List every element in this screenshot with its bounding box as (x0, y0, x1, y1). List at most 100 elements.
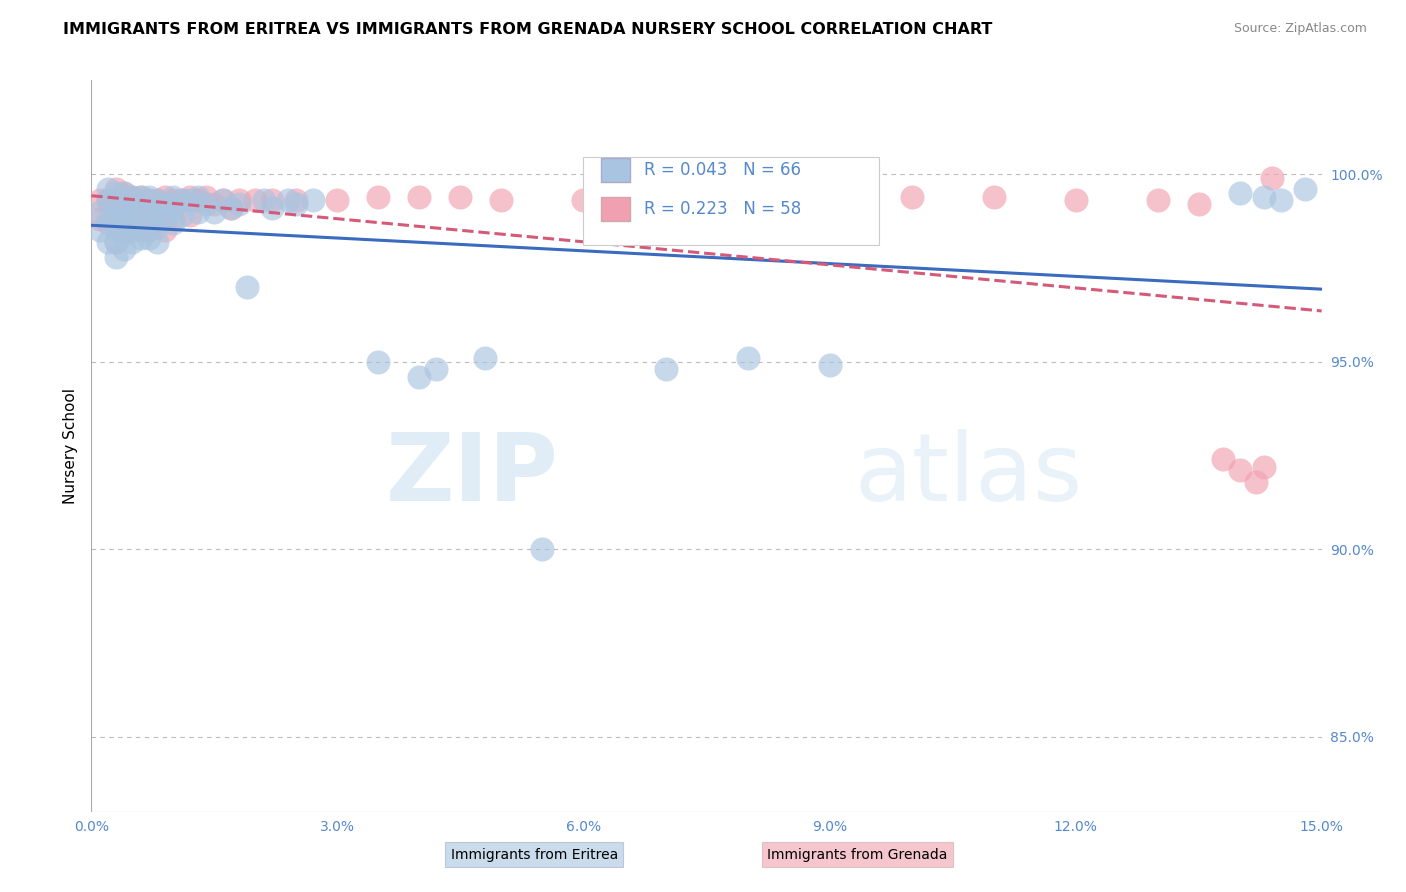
Point (179, 208, 201, 222)
FancyBboxPatch shape (600, 197, 630, 221)
Point (260, 201, 283, 215)
Point (162, 189, 184, 203)
Point (121, 235, 143, 249)
Point (818, 194, 841, 208)
Point (162, 216, 184, 230)
Point (170, 194, 193, 208)
Point (112, 204, 135, 219)
Point (1261, 170, 1284, 185)
Point (162, 212, 184, 227)
Point (89, 223, 111, 237)
Point (146, 235, 169, 249)
Point (326, 194, 349, 208)
Point (367, 354, 389, 368)
Point (112, 212, 135, 227)
Point (737, 194, 759, 208)
Point (1229, 186, 1251, 200)
Point (179, 189, 201, 203)
Point (162, 194, 184, 208)
Point (97, 194, 120, 208)
Point (97, 235, 120, 249)
Text: Immigrants from Grenada: Immigrants from Grenada (768, 847, 948, 862)
Point (219, 201, 242, 215)
Point (121, 204, 143, 219)
Point (112, 186, 135, 200)
Point (129, 223, 152, 237)
Point (195, 197, 218, 211)
Point (138, 208, 160, 222)
Point (1294, 182, 1316, 196)
Point (449, 189, 471, 203)
Point (97, 216, 120, 230)
Point (105, 216, 127, 230)
Point (105, 186, 127, 200)
Point (1244, 475, 1267, 489)
Point (129, 216, 152, 230)
FancyBboxPatch shape (600, 158, 630, 182)
Point (219, 201, 242, 215)
Point (146, 194, 169, 208)
Y-axis label: Nursery School: Nursery School (63, 388, 79, 504)
Point (112, 201, 135, 215)
Point (1146, 194, 1168, 208)
Point (138, 194, 160, 208)
Text: Source: ZipAtlas.com: Source: ZipAtlas.com (1233, 22, 1367, 36)
Point (138, 216, 160, 230)
Point (138, 201, 160, 215)
Point (187, 189, 209, 203)
Point (153, 223, 177, 237)
Point (211, 194, 233, 208)
Point (138, 231, 160, 245)
Point (112, 223, 135, 237)
Point (105, 235, 127, 249)
Point (260, 194, 283, 208)
Point (202, 197, 225, 211)
Point (112, 227, 135, 241)
Point (97, 182, 120, 196)
Text: R = 0.043   N = 66: R = 0.043 N = 66 (644, 161, 801, 179)
Point (1187, 197, 1209, 211)
Point (983, 189, 1005, 203)
Point (97, 194, 120, 208)
Point (572, 194, 595, 208)
Text: Immigrants from Eritrea: Immigrants from Eritrea (451, 847, 617, 862)
Point (121, 219, 143, 234)
Point (170, 194, 193, 208)
FancyBboxPatch shape (583, 157, 879, 244)
Point (138, 189, 160, 203)
Point (1253, 459, 1275, 474)
Point (187, 194, 209, 208)
Point (285, 197, 308, 211)
Point (97, 212, 120, 227)
Point (425, 362, 447, 376)
Point (179, 194, 201, 208)
Point (129, 204, 152, 219)
Point (187, 204, 209, 219)
Point (105, 197, 127, 211)
Point (1212, 452, 1234, 467)
Point (153, 204, 177, 219)
Point (89, 212, 111, 227)
Point (408, 369, 430, 384)
Point (146, 212, 169, 227)
Point (1253, 189, 1275, 203)
Point (367, 189, 389, 203)
Point (153, 189, 177, 203)
Text: IMMIGRANTS FROM ERITREA VS IMMIGRANTS FROM GRENADA NURSERY SCHOOL CORRELATION CH: IMMIGRANTS FROM ERITREA VS IMMIGRANTS FR… (63, 22, 993, 37)
Point (737, 351, 759, 365)
Point (195, 189, 218, 203)
Point (146, 219, 169, 234)
Text: R = 0.223   N = 58: R = 0.223 N = 58 (644, 201, 801, 219)
Point (170, 208, 193, 222)
Text: ZIP: ZIP (387, 429, 558, 521)
Point (253, 194, 276, 208)
Point (105, 197, 127, 211)
Point (129, 189, 152, 203)
Point (146, 204, 169, 219)
Point (1270, 194, 1292, 208)
Point (121, 204, 143, 219)
Point (900, 189, 922, 203)
Text: atlas: atlas (853, 429, 1083, 521)
Point (211, 194, 233, 208)
Point (236, 279, 259, 293)
